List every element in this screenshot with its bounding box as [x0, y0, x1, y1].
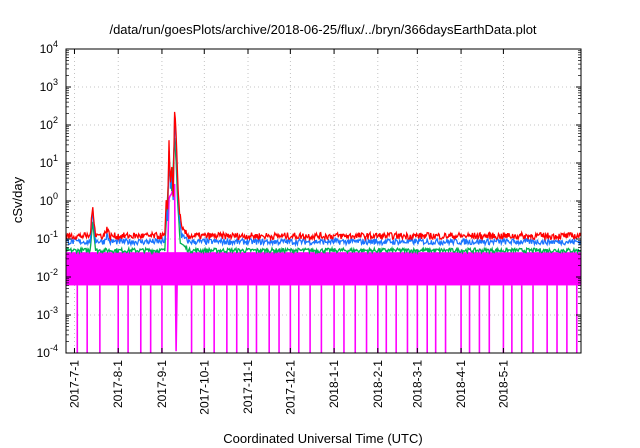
x-tick-label: 2017-8-1: [111, 360, 125, 408]
y-tick-label: 104: [40, 39, 58, 56]
chart-title: /data/run/goesPlots/archive/2018-06-25/f…: [109, 22, 536, 37]
y-tick-mantissa: 10: [37, 270, 51, 284]
y-tick-mantissa: 10: [40, 42, 54, 56]
y-tick-label: 10-1: [37, 229, 58, 246]
y-tick-exponent: -1: [50, 229, 58, 239]
series-line-2: [65, 137, 582, 256]
x-tick-label: 2018-5-1: [496, 360, 510, 408]
y-tick-exponent: -3: [50, 305, 58, 315]
axis-ticks: 2017-7-1 2017-8-1 2017-9-1 2017-10-1 2017-11…: [37, 39, 581, 415]
x-tick-label: 2018-3-1: [410, 360, 424, 408]
x-tick-label: 2017-9-1: [155, 360, 169, 408]
y-tick-label: 10-2: [37, 267, 58, 284]
y-tick-label: 10-4: [37, 343, 58, 360]
x-axis-title: Coordinated Universal Time (UTC): [223, 431, 422, 446]
y-tick-mantissa: 10: [40, 194, 54, 208]
y-tick-mantissa: 10: [40, 80, 54, 94]
x-tick-label: 2017-7-1: [67, 360, 81, 408]
x-tick-label: 2017-12-1: [283, 360, 297, 415]
y-tick-mantissa: 10: [40, 156, 54, 170]
plot-area: [65, 111, 582, 353]
y-tick-label: 101: [40, 153, 58, 170]
y-tick-exponent: 1: [53, 153, 58, 163]
y-tick-mantissa: 10: [37, 346, 51, 360]
y-tick-mantissa: 10: [40, 118, 54, 132]
y-tick-mantissa: 10: [37, 232, 51, 246]
y-tick-label: 102: [40, 115, 58, 132]
x-tick-label: 2018-2-1: [371, 360, 385, 408]
x-tick-label: 2018-1-1: [327, 360, 341, 408]
x-tick-label: 2017-11-1: [241, 360, 255, 414]
y-tick-label: 103: [40, 77, 58, 94]
y-tick-exponent: 3: [53, 77, 58, 87]
x-tick-label: 2018-4-1: [454, 360, 468, 408]
y-tick-exponent: 0: [53, 191, 58, 201]
y-tick-label: 10-3: [37, 305, 58, 322]
y-axis-title: cSv/day: [10, 176, 25, 223]
y-tick-exponent: 4: [53, 39, 58, 49]
y-tick-exponent: -2: [50, 267, 58, 277]
x-tick-label: 2017-10-1: [197, 360, 211, 415]
series-line-3: [65, 183, 582, 352]
y-tick-mantissa: 10: [37, 308, 51, 322]
series-line-0: [65, 111, 582, 242]
grid-lines: [66, 49, 581, 353]
y-tick-exponent: 2: [53, 115, 58, 125]
series-line-1: [65, 116, 582, 248]
y-tick-exponent: -4: [50, 343, 58, 353]
y-tick-label: 100: [40, 191, 58, 208]
